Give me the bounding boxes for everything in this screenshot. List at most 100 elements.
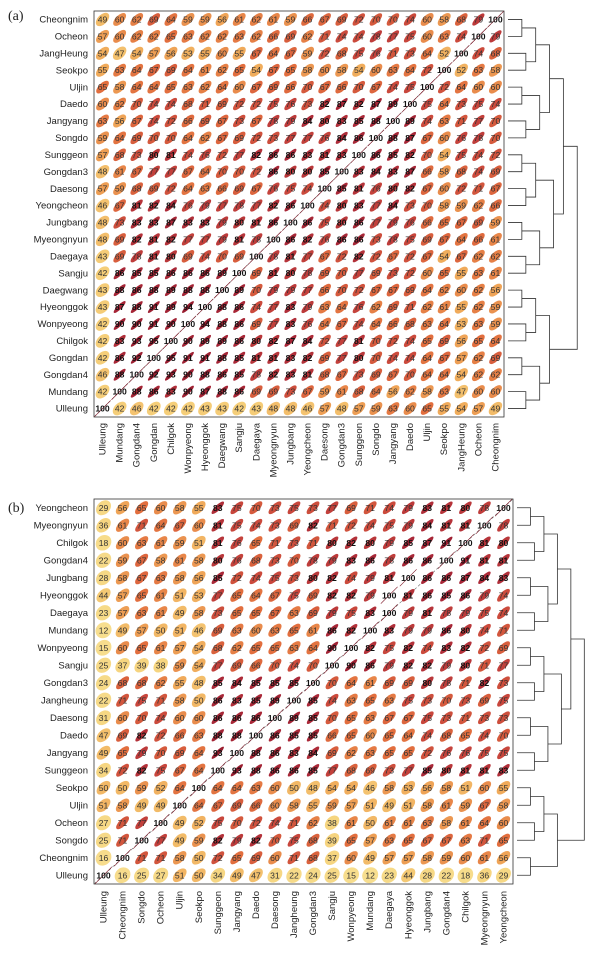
cell-ellipse: [249, 182, 263, 195]
cell-ellipse: [369, 80, 383, 94]
cell-value: 64: [194, 765, 204, 775]
cell-value: 69: [480, 695, 490, 705]
cell-value: 54: [194, 643, 204, 653]
cell-value: 92: [149, 370, 159, 380]
cell-value: 68: [442, 730, 452, 740]
col-label-yeongcheon: Yeongcheon: [303, 423, 314, 475]
heatmap-cell: 67: [454, 249, 468, 263]
heatmap-cell: 87: [164, 216, 177, 229]
cell-ellipse: [232, 29, 246, 43]
cell-ellipse: [325, 728, 339, 742]
cell-ellipse: [230, 536, 244, 550]
heatmap-cell: 69: [164, 63, 178, 77]
heatmap-cell: 70: [439, 693, 453, 707]
cell-ellipse: [455, 13, 468, 26]
cell-ellipse: [420, 851, 435, 865]
heatmap-cell: 100: [452, 44, 470, 62]
heatmap-cell: 52: [153, 780, 168, 795]
heatmap-cell: 67: [249, 80, 263, 94]
cell-ellipse: [472, 148, 485, 161]
cell-value: 75: [422, 99, 432, 109]
heatmap-cell: 76: [439, 746, 453, 760]
heatmap-cell: 67: [130, 114, 144, 128]
cell-ellipse: [325, 746, 339, 760]
cell-value: 70: [270, 660, 280, 670]
cell-ellipse: [164, 114, 178, 128]
heatmap-cell: 72: [250, 165, 263, 178]
cell-ellipse: [250, 131, 263, 145]
cell-ellipse: [382, 781, 396, 795]
heatmap-cell: 71: [154, 693, 168, 707]
cell-ellipse: [386, 199, 399, 212]
cell-ellipse: [182, 351, 194, 364]
heatmap-cell: 71: [135, 518, 149, 532]
heatmap-cell: 85: [335, 182, 348, 195]
heatmap-cell: 60: [437, 182, 451, 196]
cell-ellipse: [363, 850, 378, 865]
cell-ellipse: [458, 798, 473, 812]
cell-value: 75: [384, 643, 394, 653]
cell-value: 100: [317, 184, 332, 194]
row-label-jangyang: Jangyang: [47, 116, 88, 127]
cell-value: 67: [439, 234, 449, 244]
cell-value: 81: [354, 184, 364, 194]
cell-ellipse: [182, 385, 194, 398]
cell-value: 77: [156, 835, 166, 845]
cell-value: 62: [200, 133, 210, 143]
cell-value: 63: [251, 783, 261, 793]
cell-value: 67: [388, 285, 398, 295]
cell-value: 66: [217, 184, 227, 194]
cell-ellipse: [249, 816, 263, 830]
heatmap-cell: 56: [113, 114, 127, 128]
heatmap-cell: 87: [459, 571, 472, 584]
cell-ellipse: [454, 283, 468, 297]
heatmap-cell: 79: [401, 606, 415, 620]
cell-value: 91: [200, 353, 210, 363]
cell-ellipse: [113, 80, 127, 94]
row-label-uljin: Uljin: [70, 800, 88, 811]
cell-ellipse: [471, 63, 485, 77]
heatmap-cell: 62: [154, 676, 168, 690]
cell-value: 67: [252, 48, 262, 58]
cell-value: 65: [346, 713, 356, 723]
cell-ellipse: [135, 676, 149, 690]
cell-value: 48: [308, 783, 318, 793]
cell-ellipse: [249, 764, 263, 777]
cell-ellipse: [352, 199, 365, 212]
cell-value: 73: [499, 713, 509, 723]
heatmap-cell: 59: [488, 317, 502, 331]
cell-value: 74: [384, 503, 394, 513]
heatmap-cell: 81: [421, 606, 434, 620]
heatmap-cell: 88: [130, 385, 143, 398]
heatmap-cell: 38: [153, 658, 168, 673]
cell-value: 69: [251, 853, 261, 863]
cell-ellipse: [401, 676, 415, 690]
heatmap-cell: 58: [115, 798, 130, 812]
cell-ellipse: [113, 148, 126, 162]
heatmap-cell: 100: [475, 516, 494, 534]
cell-ellipse: [421, 606, 434, 620]
cell-ellipse: [191, 640, 206, 655]
cell-value: 78: [388, 234, 398, 244]
heatmap-cell: 65: [472, 334, 485, 348]
cell-value: 79: [303, 302, 313, 312]
cell-value: 67: [422, 133, 432, 143]
cell-ellipse: [386, 13, 400, 26]
cell-value: 58: [194, 608, 204, 618]
cell-ellipse: [134, 658, 149, 673]
cell-value: 78: [132, 251, 142, 261]
heatmap-cell: 76: [369, 47, 383, 60]
dendrogram-branch: [508, 255, 527, 274]
cell-ellipse: [267, 165, 280, 178]
cell-value: 57: [365, 835, 375, 845]
heatmap-cell: 57: [352, 402, 366, 416]
cell-value: 100: [363, 625, 378, 635]
cell-ellipse: [233, 148, 246, 161]
heatmap-cell: 89: [216, 267, 229, 280]
heatmap-cell: 60: [115, 641, 130, 655]
cell-value: 51: [365, 800, 375, 810]
col-label-songdo: Songdo: [371, 423, 382, 456]
cell-value: 73: [270, 555, 280, 565]
cell-ellipse: [344, 606, 358, 620]
cell-ellipse: [454, 216, 468, 229]
